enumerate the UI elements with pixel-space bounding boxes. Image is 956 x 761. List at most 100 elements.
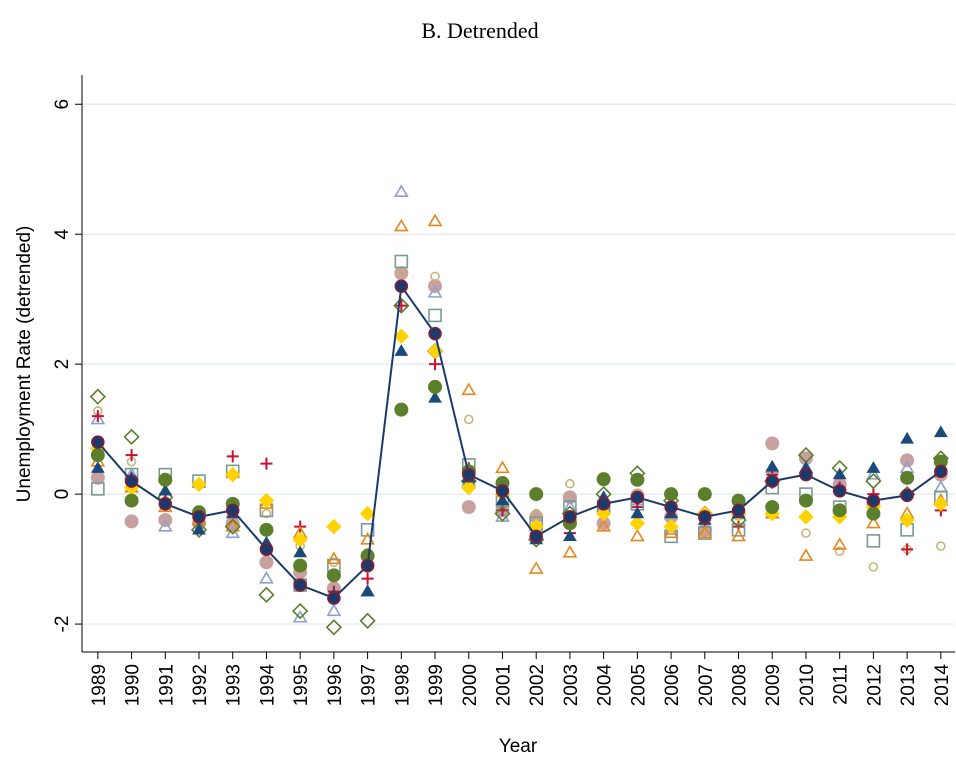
marker — [292, 609, 308, 623]
marker — [595, 505, 612, 522]
marker — [934, 464, 948, 479]
marker — [292, 602, 309, 620]
marker — [562, 545, 578, 558]
marker — [731, 503, 746, 518]
marker — [664, 500, 678, 514]
marker — [663, 525, 679, 539]
x-tick-label: 2012 — [864, 664, 885, 706]
marker — [394, 344, 409, 356]
marker — [900, 431, 914, 444]
chart-title: B. Detrended — [421, 18, 538, 43]
marker — [868, 562, 879, 572]
marker — [158, 472, 173, 487]
marker — [629, 515, 646, 532]
marker — [832, 484, 847, 498]
x-tick-label: 2002 — [527, 664, 548, 706]
x-tick-label: 2008 — [730, 664, 751, 706]
x-tick-label: 1991 — [156, 664, 177, 706]
marker — [125, 449, 138, 462]
marker — [698, 510, 712, 524]
marker — [765, 500, 780, 515]
marker — [900, 488, 914, 503]
marker — [361, 572, 374, 585]
marker — [224, 518, 241, 535]
marker — [900, 470, 915, 485]
marker — [360, 523, 375, 537]
marker — [393, 328, 410, 344]
marker — [259, 555, 274, 570]
x-tick-label: 1995 — [291, 664, 312, 706]
marker — [427, 285, 443, 298]
marker — [899, 512, 915, 528]
marker — [225, 466, 241, 483]
marker — [529, 529, 543, 544]
marker — [394, 254, 409, 269]
marker — [259, 522, 274, 537]
marker — [158, 497, 173, 511]
marker — [933, 496, 949, 512]
y-tick-label: 0 — [52, 489, 73, 500]
x-tick-label: 1993 — [224, 664, 245, 706]
x-tick-label: 1998 — [392, 664, 413, 706]
x-tick-label: 2006 — [662, 664, 683, 706]
marker — [866, 493, 881, 508]
marker — [293, 558, 308, 573]
marker — [394, 279, 409, 293]
marker — [462, 467, 476, 482]
marker — [495, 493, 510, 506]
marker — [124, 493, 139, 508]
x-tick-label: 1989 — [89, 664, 110, 706]
marker — [798, 509, 814, 525]
x-tick-label: 2000 — [460, 664, 481, 706]
marker — [360, 584, 375, 597]
marker — [798, 493, 813, 508]
marker — [89, 388, 106, 405]
marker — [90, 448, 105, 463]
marker — [765, 459, 780, 472]
marker — [395, 299, 408, 312]
marker — [563, 510, 577, 524]
x-tick-label: 1992 — [190, 664, 211, 706]
marker — [259, 542, 274, 557]
marker — [663, 518, 679, 535]
marker — [630, 472, 645, 487]
x-tick-label: 1996 — [325, 664, 346, 706]
marker — [494, 505, 511, 522]
marker — [123, 428, 140, 446]
marker — [933, 425, 948, 438]
marker — [832, 537, 848, 550]
marker — [731, 523, 746, 537]
marker — [866, 461, 881, 473]
marker — [225, 519, 241, 532]
marker — [461, 500, 476, 515]
marker — [192, 510, 206, 524]
y-axis-label: Unemployment Rate (detrended) — [14, 226, 35, 503]
marker — [259, 570, 274, 584]
marker — [428, 379, 443, 394]
marker — [158, 483, 173, 496]
marker — [327, 591, 341, 605]
marker — [90, 461, 105, 473]
y-tick-label: 4 — [52, 228, 73, 239]
marker — [226, 450, 239, 463]
x-axis-label: Year — [499, 736, 538, 757]
marker — [157, 519, 173, 532]
marker — [936, 541, 946, 551]
marker — [359, 505, 376, 522]
x-tick-label: 2009 — [763, 664, 784, 706]
marker — [91, 410, 104, 423]
marker — [629, 528, 645, 542]
marker — [225, 525, 241, 539]
x-tick-label: 2004 — [595, 664, 616, 707]
x-tick-label: 1997 — [359, 664, 380, 706]
marker — [801, 528, 811, 538]
marker — [866, 506, 881, 521]
marker — [293, 545, 308, 558]
x-tick-label: 2013 — [898, 664, 919, 706]
marker — [427, 213, 443, 227]
marker — [495, 460, 510, 474]
marker — [393, 297, 410, 314]
marker — [428, 308, 442, 323]
